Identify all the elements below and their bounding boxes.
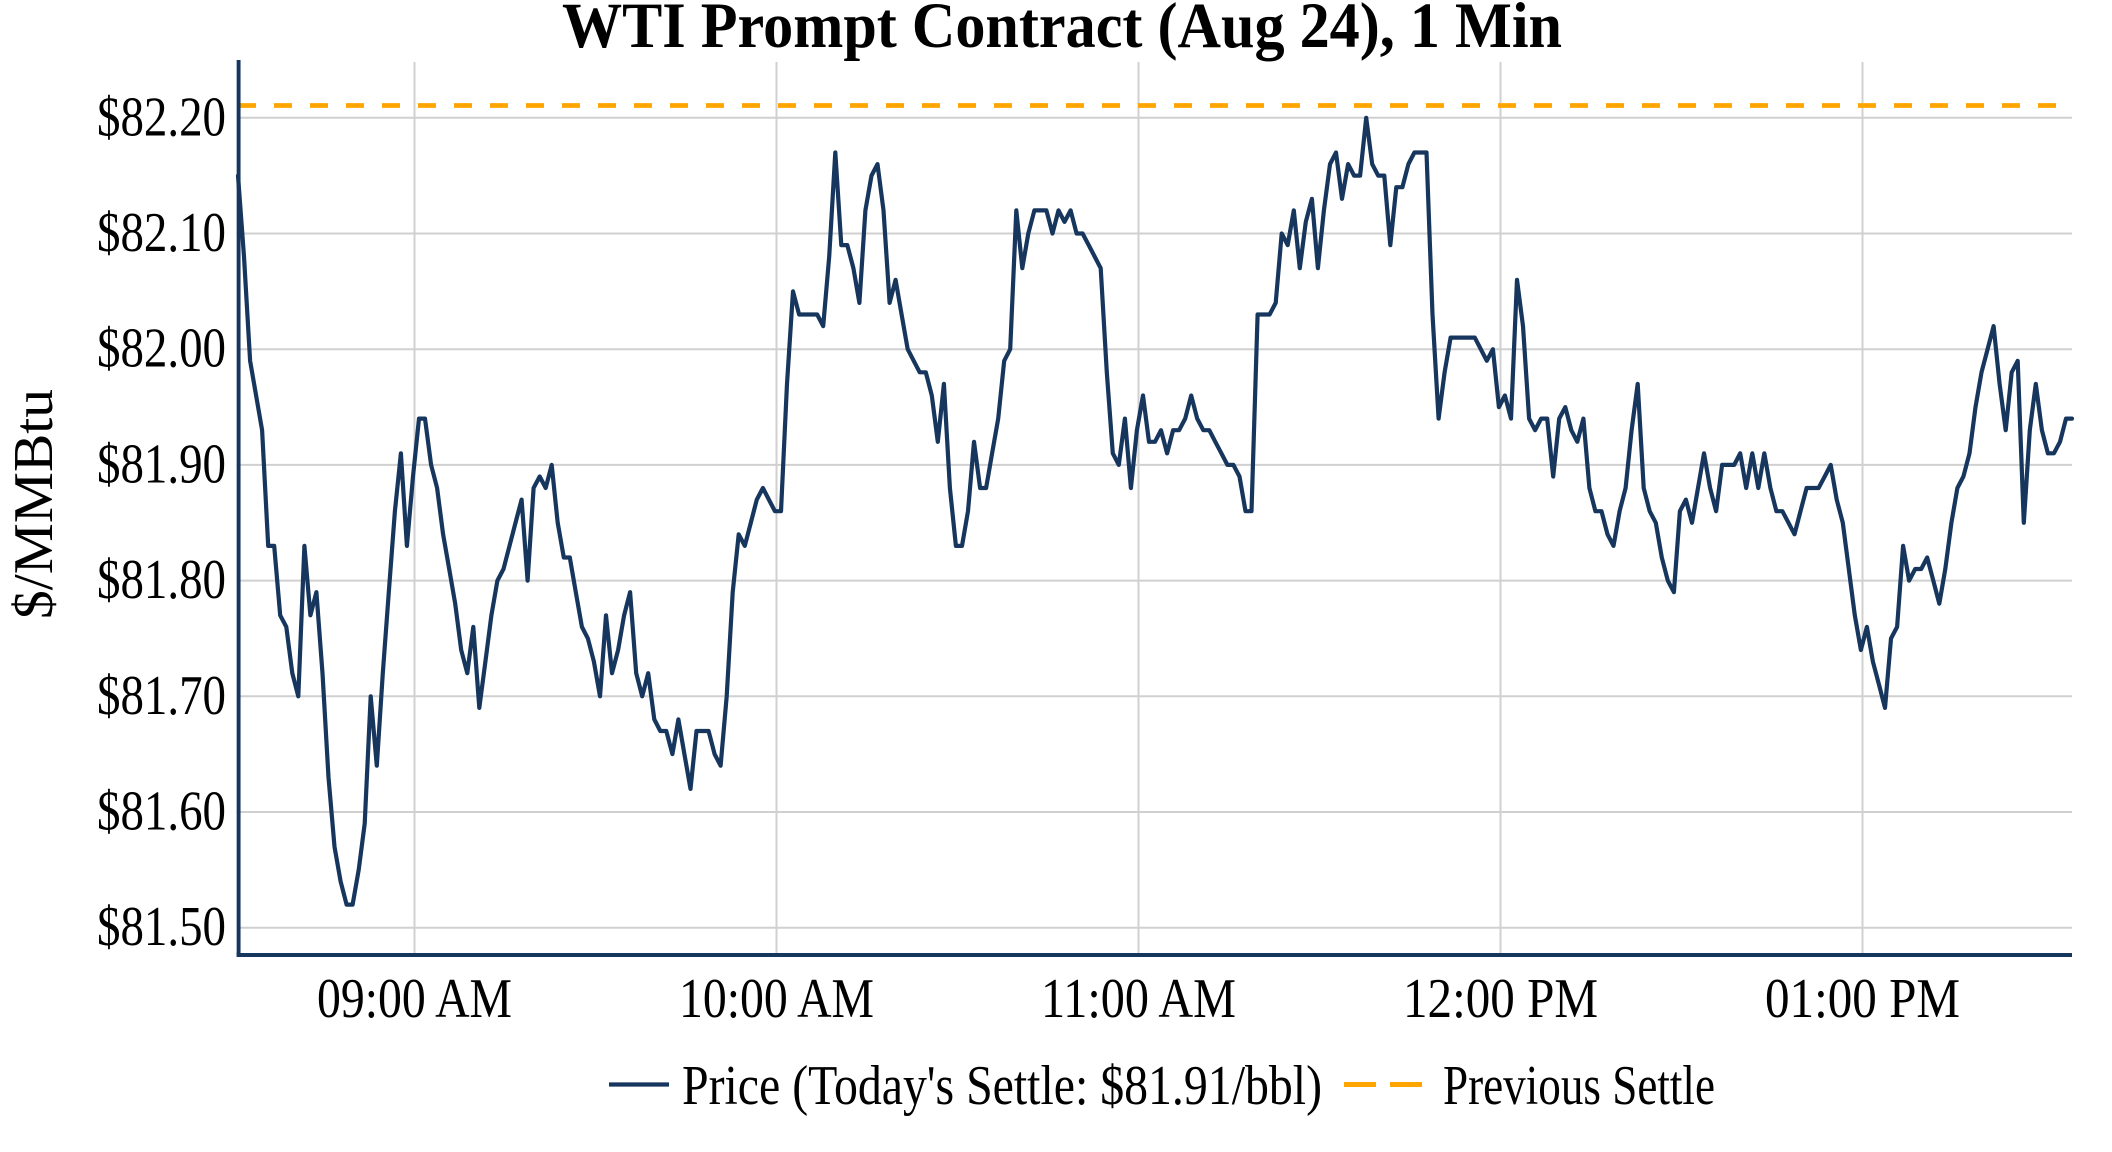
svg-text:09:00 AM: 09:00 AM	[317, 968, 512, 1030]
svg-text:10:00 AM: 10:00 AM	[679, 968, 874, 1030]
svg-text:11:00 AM: 11:00 AM	[1041, 968, 1236, 1030]
svg-text:12:00 PM: 12:00 PM	[1403, 968, 1598, 1030]
svg-text:WTI Prompt Contract (Aug 24),: WTI Prompt Contract (Aug 24), 1 Min	[562, 0, 1562, 62]
svg-text:$81.90: $81.90	[97, 433, 226, 495]
svg-text:$82.00: $82.00	[97, 318, 226, 380]
svg-text:$/MMBtu: $/MMBtu	[3, 389, 65, 619]
svg-text:$82.10: $82.10	[97, 202, 226, 264]
svg-text:$81.80: $81.80	[97, 549, 226, 611]
svg-text:Price (Today's Settle: $81.91/: Price (Today's Settle: $81.91/bbl)	[682, 1055, 1322, 1117]
svg-text:$81.60: $81.60	[97, 781, 226, 843]
svg-text:$82.20: $82.20	[97, 86, 226, 148]
svg-text:01:00 PM: 01:00 PM	[1765, 968, 1960, 1030]
svg-text:$81.50: $81.50	[97, 896, 226, 958]
svg-text:$81.70: $81.70	[97, 665, 226, 727]
svg-text:Previous Settle: Previous Settle	[1443, 1055, 1715, 1117]
